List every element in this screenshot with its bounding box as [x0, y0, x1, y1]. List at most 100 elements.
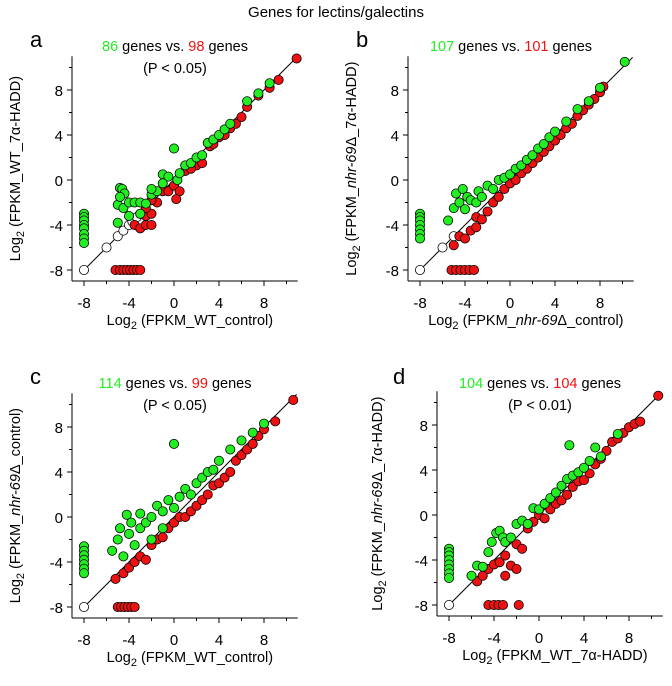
open-point	[101, 242, 112, 253]
x-label-log: Log	[428, 313, 452, 329]
figure-title: Genes for lectins/galectins	[248, 4, 424, 21]
x-tick-label: 0	[170, 632, 178, 649]
up-point	[157, 506, 168, 517]
up-point	[477, 561, 488, 572]
up-point	[590, 442, 601, 453]
up-point	[583, 96, 594, 107]
up-point	[486, 537, 497, 548]
y-label-rest: Δ_7α-HADD)	[370, 397, 386, 482]
down-point	[202, 489, 213, 500]
y-label-italic: nhr-69	[8, 474, 24, 516]
y-label-text: (FPKM_	[344, 187, 360, 245]
up-point	[459, 204, 470, 215]
x-label-rest: Δ_control)	[557, 313, 623, 329]
up-point	[107, 545, 118, 556]
up-point	[264, 78, 275, 89]
up-point	[443, 573, 454, 584]
y-label-text: (FPKM_	[8, 515, 24, 573]
down-point	[635, 416, 646, 427]
x-tick-label: 8	[596, 295, 604, 312]
down-point	[129, 602, 140, 613]
up-point	[135, 208, 146, 219]
down-point	[110, 573, 121, 584]
up-point	[619, 56, 630, 67]
up-point	[488, 183, 499, 194]
y-label-sub: 2	[377, 580, 389, 586]
x-tick-label: 0	[170, 295, 178, 312]
down-point	[539, 513, 550, 524]
x-tick-label: -4	[122, 295, 135, 312]
up-point	[258, 418, 269, 429]
y-tick-label: 4	[55, 128, 63, 145]
up-point	[242, 96, 253, 107]
panel-label: b	[356, 27, 368, 52]
y-label-italic: nhr-69	[370, 482, 386, 524]
up-point	[208, 464, 219, 475]
down-point	[247, 438, 258, 449]
red-count: 104	[553, 376, 577, 392]
x-label-sub: 2	[131, 320, 137, 332]
vs-text: genes vs.	[483, 376, 553, 392]
up-point	[443, 215, 454, 226]
up-point	[572, 104, 583, 115]
up-point	[550, 487, 561, 498]
down-point	[562, 489, 573, 500]
open-point	[79, 264, 90, 275]
panel-label: a	[30, 27, 43, 52]
down-point	[273, 74, 284, 85]
up-point	[454, 197, 465, 208]
gene-count-annotation: 104 genes vs. 104 genes	[459, 376, 621, 392]
y-tick-label: -4	[50, 218, 63, 235]
panel-label: c	[30, 364, 41, 389]
vs-text: genes vs.	[454, 39, 524, 55]
y-tick-label: -8	[415, 598, 428, 615]
y-label-sub: 2	[351, 245, 363, 251]
up-point	[157, 178, 168, 189]
green-count: 104	[459, 376, 483, 392]
up-point	[197, 150, 208, 161]
x-label-text: (FPKM_WT_7α-HADD)	[493, 648, 648, 664]
x-tick-label: 0	[535, 630, 543, 647]
down-point	[135, 264, 146, 275]
x-axis-label: Log2 (FPKM_WT_control)	[107, 313, 274, 332]
panel-b: b -8 -4 0 4 8 -8 -4 0 4 8 107 genes vs. 101 genes Lo…	[344, 27, 634, 332]
open-point	[79, 602, 90, 613]
x-tick-label: -4	[487, 630, 500, 647]
up-point	[146, 183, 157, 194]
down-point	[225, 466, 236, 477]
y-axis-label: Log2 (FPKM_WT_7α-HADD)	[8, 76, 27, 261]
down-point	[140, 554, 151, 565]
up-point	[168, 438, 179, 449]
y-tick-label: 0	[420, 508, 428, 525]
p-value: (P < 0.05)	[143, 61, 207, 77]
down-point	[579, 475, 590, 486]
down-point	[500, 570, 511, 581]
up-point	[561, 116, 572, 127]
open-point	[443, 600, 454, 611]
x-axis-label: Log2 (FPKM_WT_control)	[107, 650, 274, 669]
y-label-text: (FPKM_	[370, 522, 386, 580]
x-label-log: Log	[107, 313, 131, 329]
y-label-rest: Δ_7α-HADD)	[344, 62, 360, 147]
x-label-italic: nhr-69	[516, 313, 558, 329]
vs-text: genes vs.	[118, 39, 188, 55]
red-count: 101	[524, 39, 548, 55]
y-label-sub: 2	[15, 573, 27, 579]
up-point	[466, 570, 477, 581]
up-point	[126, 517, 137, 528]
up-point	[538, 138, 549, 149]
y-label-text: (FPKM_WT_7α-HADD)	[8, 76, 24, 231]
x-label-log: Log	[107, 650, 131, 666]
vs-text: genes vs.	[122, 376, 192, 392]
x-tick-label: 4	[580, 630, 588, 647]
up-point	[163, 495, 174, 506]
up-point	[79, 237, 90, 248]
down-point	[653, 390, 664, 401]
down-point	[146, 219, 157, 230]
down-point	[497, 600, 508, 611]
y-tick-label: 8	[391, 83, 399, 100]
down-point	[482, 206, 493, 217]
y-label-log: Log	[344, 251, 360, 275]
up-point	[505, 532, 516, 543]
up-point	[225, 118, 236, 129]
